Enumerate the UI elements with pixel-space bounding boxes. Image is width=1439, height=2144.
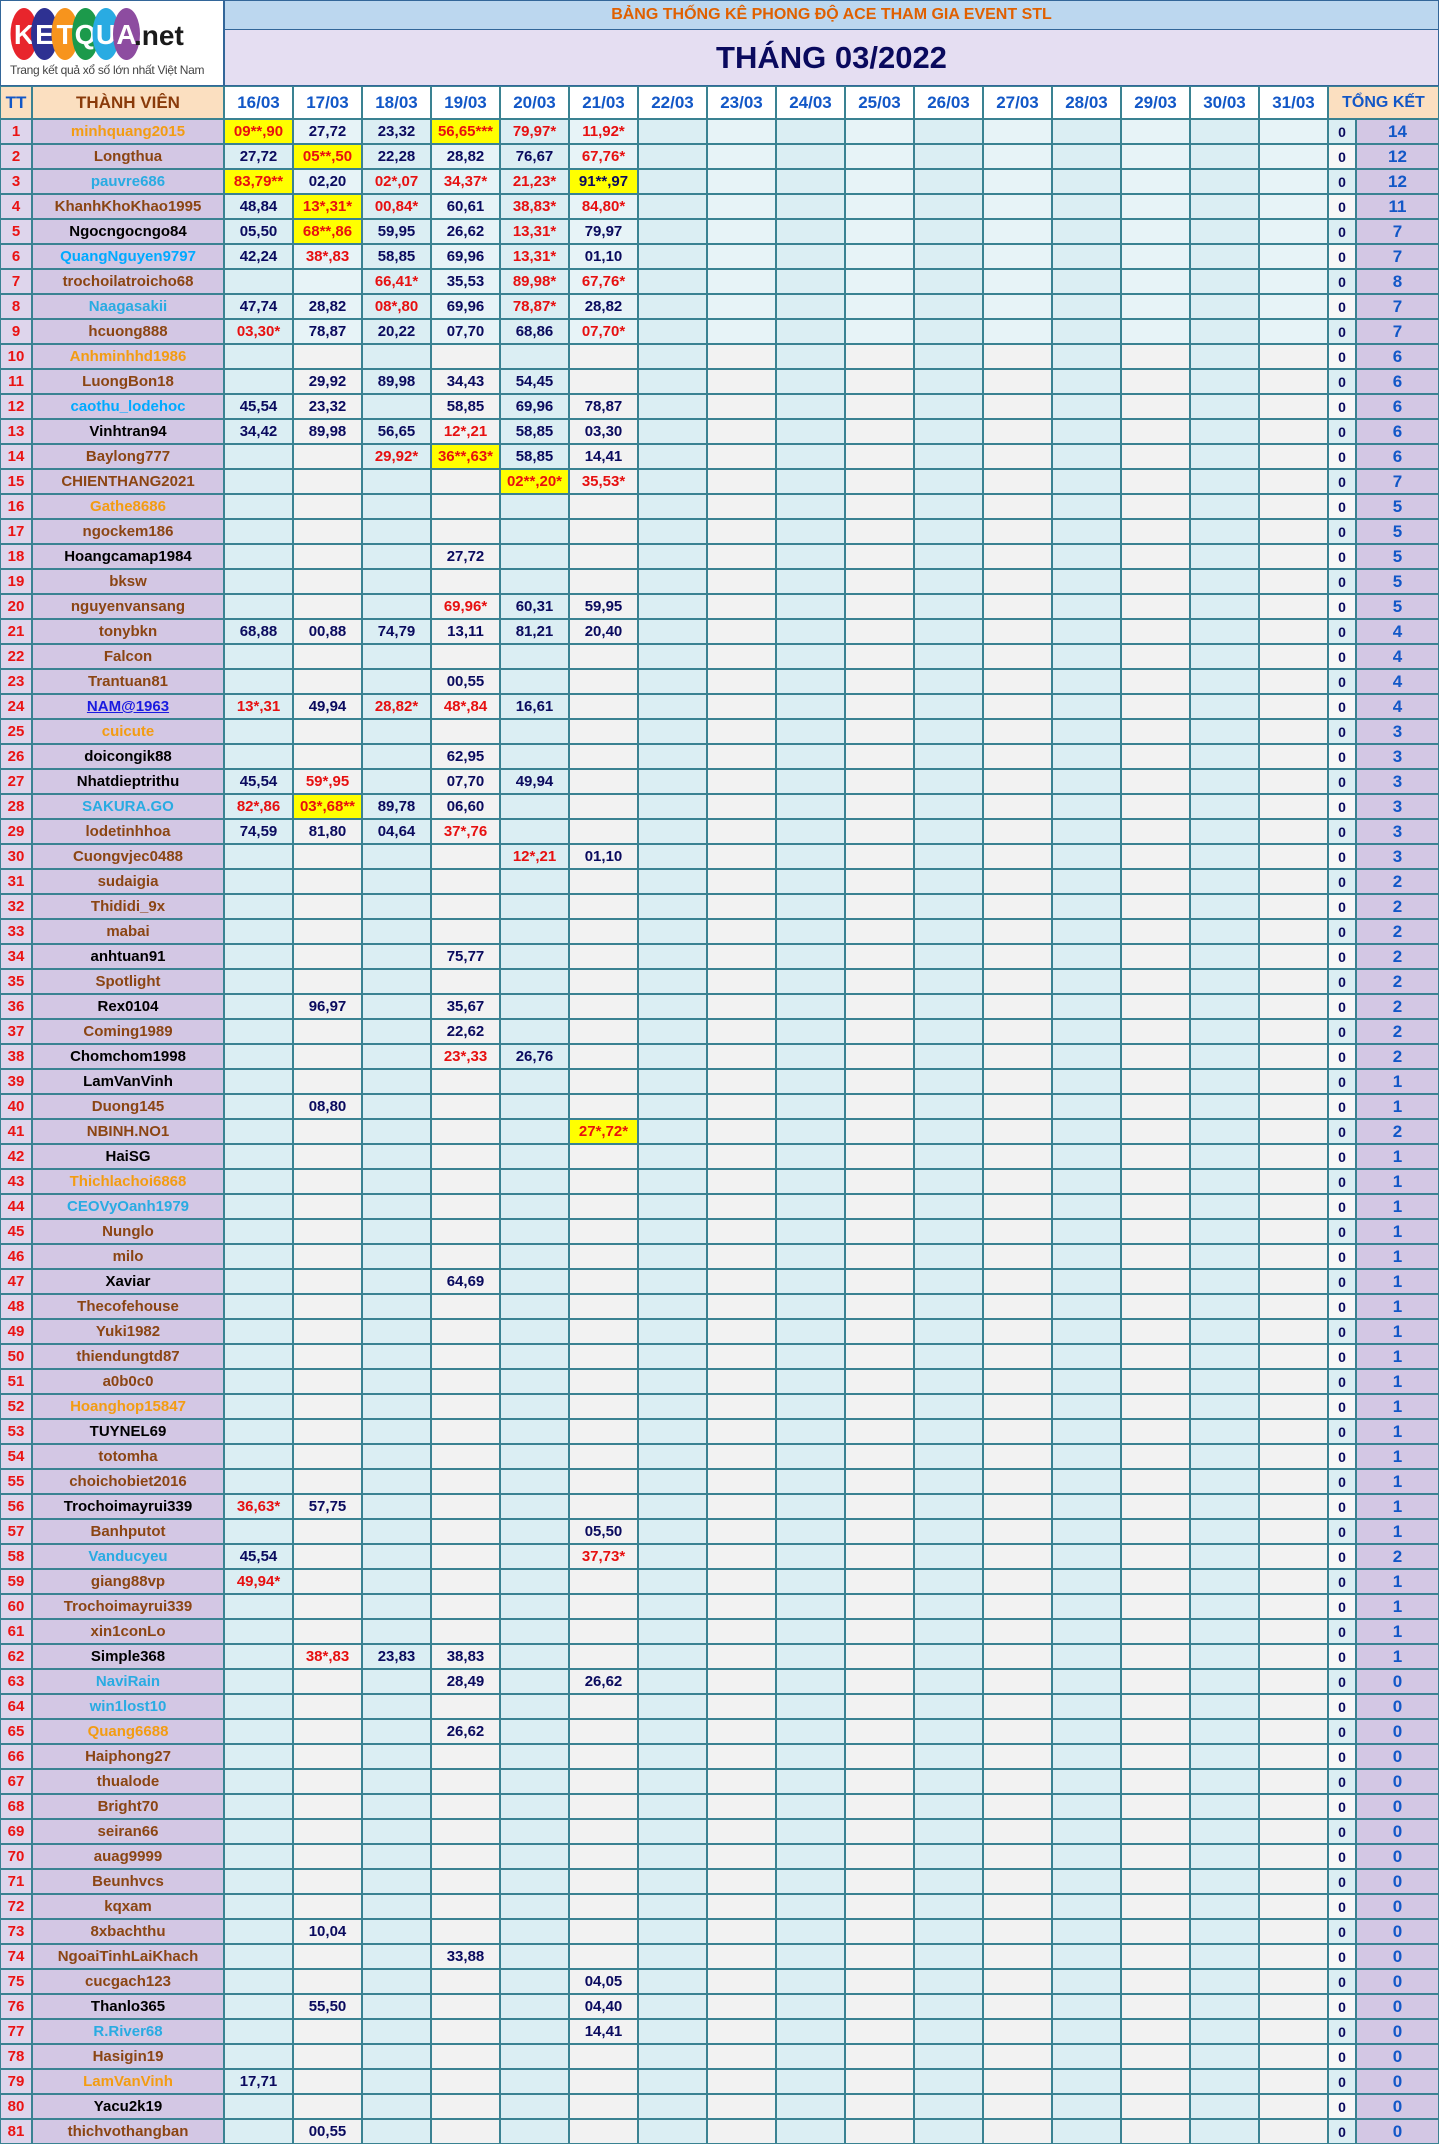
svg-text:E: E [35,19,54,50]
svg-text:.net: .net [134,20,184,51]
svg-text:T: T [56,19,73,50]
